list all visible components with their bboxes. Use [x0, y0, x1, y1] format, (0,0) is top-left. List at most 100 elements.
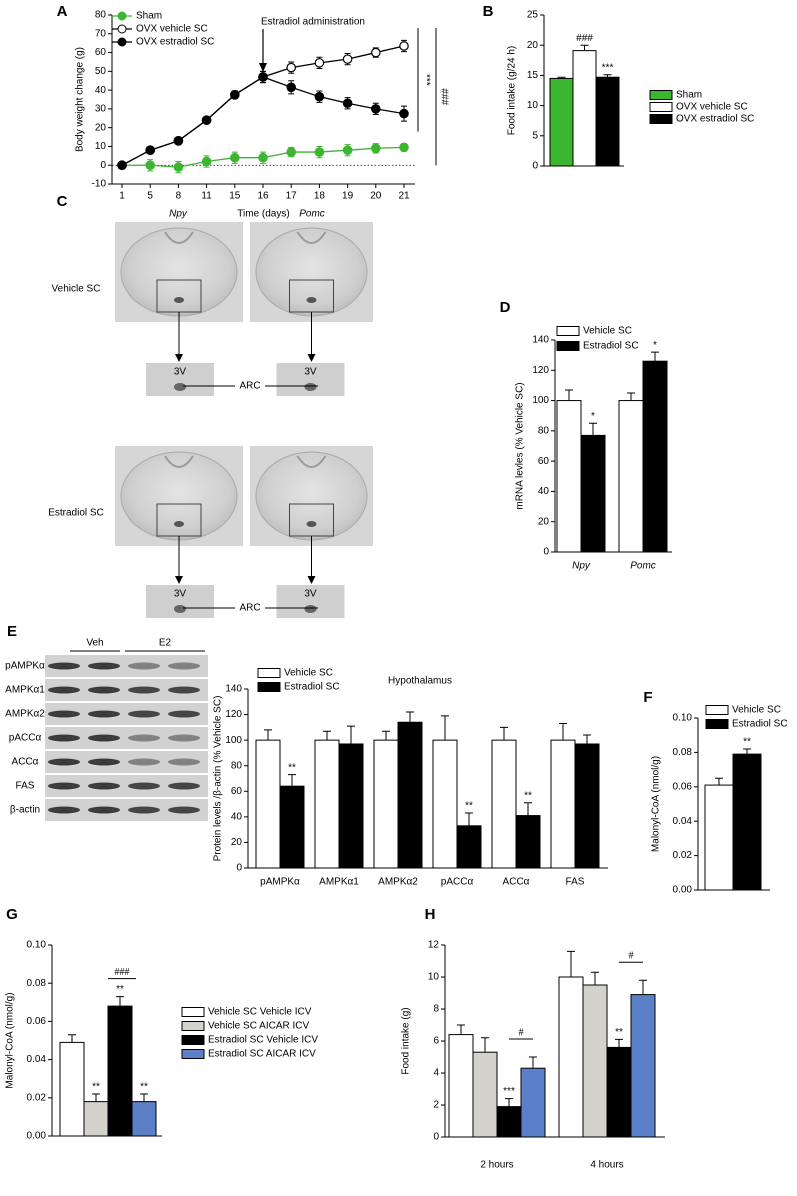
point	[258, 152, 268, 163]
error-bar	[406, 711, 414, 723]
x-tick-label: Pomc	[630, 561, 656, 572]
point	[370, 104, 381, 114]
error-bar	[68, 1034, 76, 1043]
point	[173, 162, 184, 172]
point	[145, 145, 155, 155]
y-tick-label: 20	[231, 837, 243, 848]
y-tick-label: 20	[538, 516, 550, 527]
blot-band	[48, 710, 80, 718]
x-tick-label: 8	[176, 191, 182, 202]
error-bar	[465, 812, 473, 826]
blot-band	[168, 686, 200, 694]
significance: **	[743, 737, 751, 748]
y-tick-label: 10	[95, 141, 107, 152]
legend-label: Estradiol SC AICAR ICV	[208, 1049, 316, 1060]
bracket-label: #	[519, 1027, 524, 1038]
y-tick-label: 40	[231, 811, 243, 822]
legend-marker	[117, 37, 127, 47]
row-label: Vehicle SC	[52, 284, 101, 295]
bar	[314, 739, 340, 869]
point	[370, 143, 381, 154]
y-tick-label: 120	[532, 365, 549, 376]
legend-label: Estradiol SC Vehicle ICV	[208, 1035, 318, 1046]
bar	[580, 434, 606, 553]
significance: *	[591, 411, 595, 422]
y-tick-label: 140	[225, 684, 242, 695]
legend-swatch	[181, 1007, 205, 1017]
blot-band	[48, 806, 80, 814]
bar	[704, 784, 734, 891]
bar	[255, 739, 281, 869]
arrow-head	[175, 354, 183, 362]
legend-label: Vehicle SC AICAR ICV	[208, 1021, 309, 1032]
y-tick-label: 0.10	[673, 713, 693, 724]
x-tick-label: 15	[229, 191, 241, 202]
bracket-label: ###	[115, 967, 130, 978]
x-tick-label: pAMPKα	[260, 877, 300, 888]
error-bar	[441, 715, 449, 741]
arrow-head	[307, 354, 316, 362]
inset-signal	[174, 605, 186, 613]
bar	[397, 721, 423, 869]
error-bar	[591, 971, 599, 985]
legend-label: OVX estradiol SC	[676, 114, 754, 125]
legend-label: Vehicle SC	[583, 326, 632, 337]
bar	[572, 50, 597, 167]
bar	[456, 825, 482, 869]
blot-row-label: AMPKα1	[5, 685, 45, 696]
legend-label: Vehicle SC	[732, 705, 781, 716]
midline	[296, 231, 327, 244]
blot-row-label: FAS	[16, 781, 35, 792]
blot-strip	[45, 727, 208, 749]
y-tick-label: 80	[95, 10, 107, 21]
error-bar	[567, 950, 575, 977]
legend-swatch	[649, 90, 673, 100]
x-tick-label: 2 hours	[480, 1160, 513, 1171]
significance: ###	[576, 33, 593, 44]
error-bar	[565, 389, 573, 401]
error-bar	[264, 729, 272, 741]
blot-strip	[45, 751, 208, 773]
error-bar	[627, 392, 635, 401]
significance: ***	[602, 62, 614, 73]
row-label: Estradiol SC	[48, 508, 104, 519]
point	[145, 160, 155, 171]
point	[399, 142, 409, 153]
y-tick-label: 0	[532, 161, 538, 172]
legend-label: Sham	[676, 90, 702, 101]
inset-label: 3V	[174, 589, 187, 600]
y-axis-title: Body weight change (g)	[75, 47, 86, 152]
arc-signal	[306, 521, 317, 527]
error-bar	[457, 1024, 465, 1035]
bar	[558, 976, 584, 1138]
chart-title: Hypothalamus	[388, 676, 452, 687]
x-tick-label: 5	[147, 191, 153, 202]
significance: **	[92, 1082, 100, 1093]
y-tick-label: 0.08	[673, 747, 693, 758]
y-tick-label: 140	[532, 335, 549, 346]
blot-strip	[45, 703, 208, 725]
y-tick-label: 12	[428, 940, 440, 951]
y-tick-label: 0.04	[673, 816, 693, 827]
error-bar	[583, 734, 591, 744]
y-tick-label: 40	[95, 85, 107, 96]
error-bar	[639, 979, 647, 995]
arrow-head	[259, 62, 267, 72]
bar	[520, 1067, 546, 1138]
point	[117, 160, 127, 171]
error-bar	[715, 777, 723, 786]
point	[342, 145, 353, 155]
bar	[556, 400, 582, 553]
x-tick-label: 17	[286, 191, 298, 202]
x-tick-label: 16	[257, 191, 269, 202]
point	[173, 136, 184, 146]
y-tick-label: 6	[433, 1036, 439, 1047]
point	[201, 156, 212, 167]
y-tick-label: 0.02	[27, 1092, 47, 1103]
y-tick-label: 0.06	[27, 1016, 47, 1027]
arc-signal	[306, 297, 317, 303]
bar	[496, 1106, 522, 1138]
blot-band	[88, 806, 120, 814]
error-bar	[92, 1093, 100, 1102]
